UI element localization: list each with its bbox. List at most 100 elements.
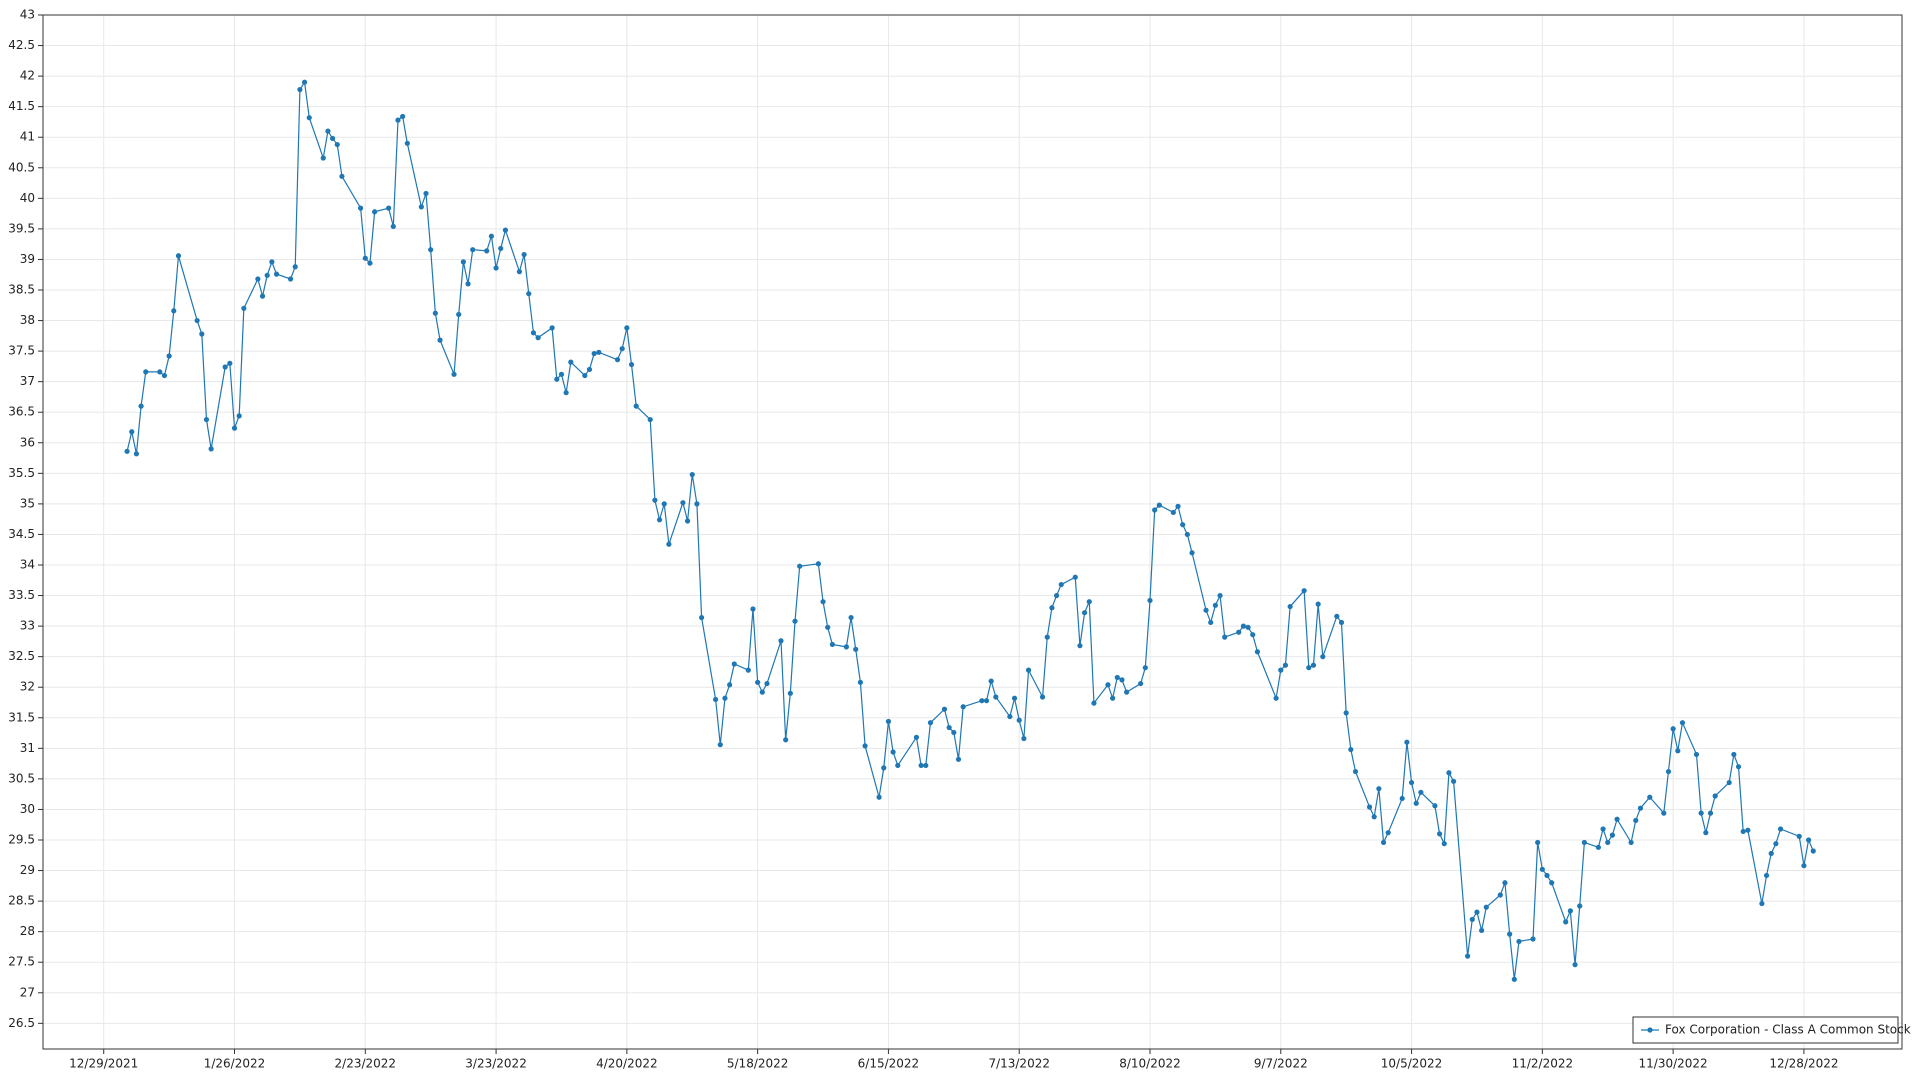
data-point [1077, 643, 1083, 649]
data-point [241, 305, 247, 311]
data-point [1254, 649, 1261, 655]
y-tick-label: 29 [20, 863, 35, 877]
data-point [1759, 900, 1765, 907]
data-point [1801, 863, 1807, 869]
y-tick-label: 36 [20, 435, 35, 449]
data-point [1352, 768, 1359, 775]
data-point [161, 372, 168, 379]
data-point [913, 734, 920, 740]
y-tick-label: 34 [20, 558, 35, 572]
data-point [334, 141, 340, 148]
x-tick-label: 1/26/2022 [204, 1057, 266, 1071]
data-point [1338, 619, 1345, 626]
data-point [1567, 908, 1573, 914]
data-point [1726, 779, 1732, 786]
data-point [194, 317, 200, 324]
data-point [1535, 839, 1541, 846]
data-point [227, 360, 233, 366]
data-point [1278, 667, 1284, 673]
y-tick-label: 30 [20, 802, 35, 816]
data-point [1222, 634, 1228, 640]
data-point [1740, 828, 1746, 835]
data-point [1712, 793, 1718, 799]
x-tick-label: 5/18/2022 [727, 1057, 789, 1071]
data-point [722, 695, 728, 701]
y-tick-label: 31 [20, 741, 35, 755]
data-point [549, 325, 555, 331]
data-point [694, 501, 700, 507]
data-point [516, 269, 523, 275]
data-point [1044, 634, 1050, 640]
data-point [797, 563, 803, 569]
data-point [1563, 919, 1569, 925]
data-point [1310, 662, 1317, 668]
data-point [535, 335, 541, 341]
data-point [1530, 936, 1536, 942]
x-tick-label: 8/10/2022 [1119, 1057, 1181, 1071]
data-point [1413, 800, 1419, 806]
plot-frame [42, 14, 1903, 1050]
data-point [157, 369, 163, 375]
data-point [563, 390, 569, 396]
y-tick-label: 35.5 [8, 466, 35, 480]
y-tick-label: 35 [20, 496, 35, 510]
y-tick-label: 43 [20, 8, 35, 22]
data-point [1217, 592, 1223, 599]
data-point [591, 350, 597, 357]
data-point [1647, 794, 1653, 800]
data-point [1152, 507, 1158, 513]
data-point [1469, 916, 1475, 923]
data-point [890, 749, 896, 755]
data-point [1418, 789, 1424, 795]
data-point [1796, 833, 1802, 839]
data-point [465, 281, 471, 287]
data-point [1039, 694, 1046, 700]
data-point [1670, 726, 1676, 732]
data-point [1315, 601, 1321, 607]
data-point [133, 451, 140, 457]
data-point [993, 694, 999, 700]
data-point [301, 79, 308, 85]
data-point [1661, 810, 1667, 816]
data-point [558, 371, 565, 377]
data-point [778, 638, 784, 644]
data-point [1497, 892, 1503, 898]
x-tick-label: 4/20/2022 [596, 1057, 658, 1071]
data-point [1777, 826, 1784, 832]
data-point [428, 247, 434, 253]
data-point [1380, 839, 1387, 846]
data-point [1698, 810, 1704, 816]
data-point [1049, 605, 1055, 611]
data-point [1609, 832, 1616, 838]
data-point [554, 376, 560, 382]
legend-marker [1647, 1027, 1653, 1033]
data-point [881, 765, 887, 771]
data-point [1805, 837, 1812, 843]
data-point [619, 346, 625, 352]
data-point [1810, 848, 1816, 854]
data-point [1180, 522, 1186, 528]
y-tick-label: 38.5 [8, 283, 35, 297]
data-point [1287, 603, 1293, 610]
data-point [1693, 751, 1700, 758]
data-point [1633, 817, 1639, 824]
data-point [1147, 597, 1153, 604]
y-tick-label: 37 [20, 374, 35, 388]
data-point [941, 706, 948, 712]
x-tick-label: 7/13/2022 [988, 1057, 1050, 1071]
data-point [386, 205, 392, 211]
data-point [1450, 778, 1457, 784]
data-point [329, 135, 336, 142]
data-point [923, 762, 929, 769]
data-point [484, 248, 490, 254]
data-point [1376, 786, 1382, 792]
y-tick-label: 32 [20, 680, 35, 694]
data-point [432, 310, 438, 316]
data-point [143, 369, 149, 375]
y-tick-label: 40.5 [8, 160, 35, 174]
legend-box [1632, 1016, 1899, 1044]
data-point [979, 698, 985, 704]
data-point [400, 113, 406, 120]
